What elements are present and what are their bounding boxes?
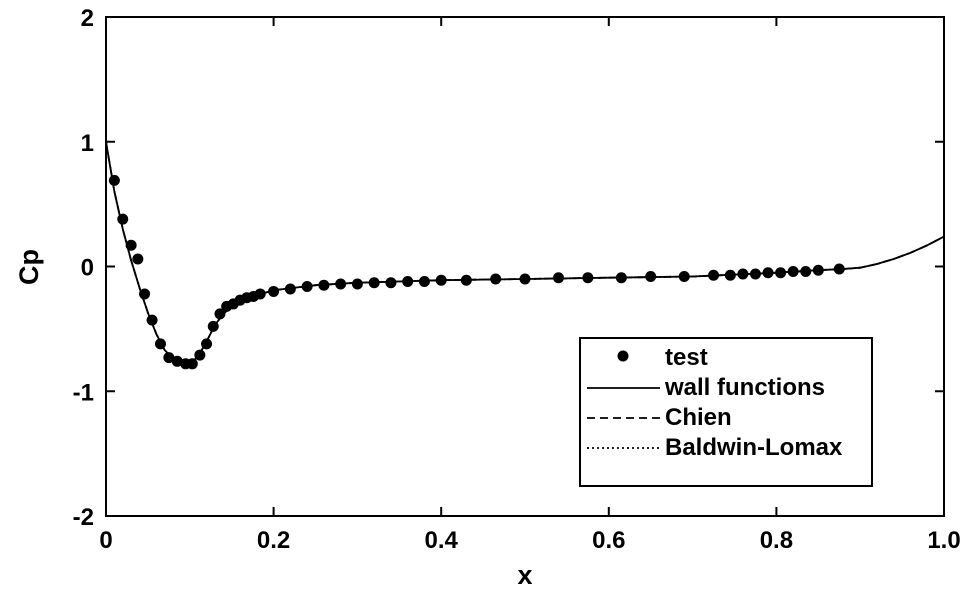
x-tick-label: 1.0 [927,527,960,554]
test-point [132,253,144,265]
legend-item: test [617,344,708,371]
test-point [186,358,198,370]
legend-items: test wall functions Chien Baldwin-Lomax [587,344,843,461]
x-tick-label: 0.8 [760,527,793,554]
y-tick-label: -2 [73,504,94,531]
test-point [351,278,363,290]
x-axis-title: x [517,560,532,590]
test-point [268,285,280,297]
test-point [214,308,226,320]
legend-item: Chien [587,404,732,431]
legend-label: Chien [665,404,732,431]
series-line-dotted [105,141,945,365]
y-axis-title: Cp [14,249,44,285]
legend-label: wall functions [664,374,825,401]
y-tick-label: 2 [81,5,94,32]
legend-item: wall functions [587,374,825,401]
x-tick-label: 0 [99,527,112,554]
legend: test wall functions Chien Baldwin-Lomax [579,337,873,487]
ticks: 0 0.2 0.4 0.6 0.8 1.0 -2 -1 0 1 2 [73,5,961,554]
y-tick-label: 1 [81,130,94,157]
legend-label: test [665,344,708,371]
legend-item: Baldwin-Lomax [587,434,843,461]
x-tick-label: 0.6 [592,527,625,554]
legend-label: Baldwin-Lomax [665,434,843,461]
legend-marker-dot [617,350,629,362]
x-tick-label: 0.4 [425,527,459,554]
series-line-dashed [105,141,945,365]
test-point [385,277,397,289]
x-tick-label: 0.2 [257,527,290,554]
y-tick-label: 0 [81,255,94,282]
test-point [163,352,175,364]
series-layer [105,141,945,370]
y-tick-label: -1 [73,379,94,406]
test-point [108,174,120,186]
series-line-solid [105,141,945,365]
legend-box [579,337,873,487]
